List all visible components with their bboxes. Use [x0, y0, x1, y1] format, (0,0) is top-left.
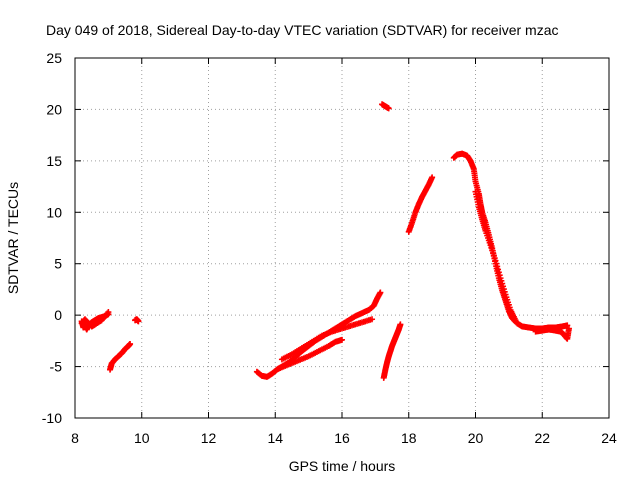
- x-tick-label: 24: [601, 430, 617, 446]
- x-tick-label: 8: [71, 430, 79, 446]
- x-tick-label: 20: [468, 430, 484, 446]
- grid-lines: [75, 58, 609, 418]
- data-point: [494, 263, 501, 270]
- data-point: [339, 336, 345, 343]
- data-point: [495, 269, 502, 276]
- data-point: [429, 174, 436, 181]
- data-point: [127, 340, 134, 347]
- data-point: [496, 272, 503, 279]
- axis-ticks: 8 10 12 14 16 18 20 22 24 -10 -5 0 5 10 15 20 25: [42, 50, 617, 446]
- chart-title: Day 049 of 2018, Sidereal Day-to-day VTE…: [46, 22, 559, 38]
- data-point: [369, 316, 376, 323]
- data-point: [564, 322, 571, 329]
- x-tick-label: 16: [334, 430, 350, 446]
- data-series: [78, 101, 572, 381]
- data-point: [385, 105, 392, 112]
- x-tick-label: 22: [534, 430, 550, 446]
- data-point: [495, 266, 502, 273]
- data-point: [135, 318, 142, 325]
- x-tick-label: 12: [201, 430, 217, 446]
- data-point: [397, 321, 404, 328]
- y-tick-label: 10: [46, 204, 62, 220]
- y-tick-label: 25: [46, 50, 62, 66]
- x-tick-label: 18: [401, 430, 417, 446]
- y-tick-label: 20: [46, 101, 62, 117]
- y-tick-label: -5: [50, 359, 63, 375]
- x-tick-label: 14: [267, 430, 283, 446]
- y-tick-label: -10: [42, 410, 62, 426]
- y-tick-label: 5: [54, 256, 62, 272]
- plot-frame: [74, 57, 610, 419]
- x-axis-label: GPS time / hours: [289, 458, 396, 474]
- data-point: [565, 325, 572, 332]
- y-axis-label: SDTVAR / TECUs: [5, 182, 21, 294]
- data-point: [492, 257, 499, 264]
- y-tick-label: 15: [46, 153, 62, 169]
- data-point: [512, 317, 519, 324]
- data-point: [105, 309, 112, 316]
- y-tick-label: 0: [54, 307, 62, 323]
- data-point: [493, 260, 500, 267]
- data-point: [377, 289, 384, 296]
- x-tick-label: 10: [134, 430, 150, 446]
